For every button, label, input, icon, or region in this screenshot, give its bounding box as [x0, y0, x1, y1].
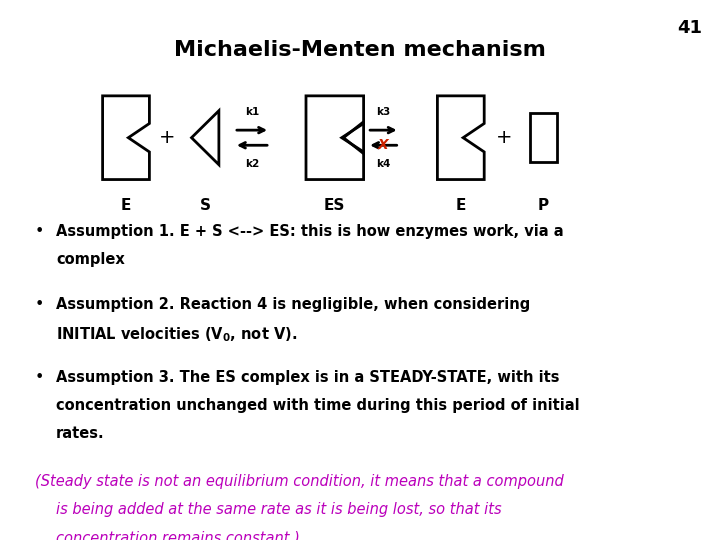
Text: Assumption 1. E + S <--> ES: this is how enzymes work, via a: Assumption 1. E + S <--> ES: this is how…: [56, 224, 564, 239]
Text: k3: k3: [377, 106, 390, 117]
Text: S: S: [199, 199, 211, 213]
Text: concentration remains constant.): concentration remains constant.): [56, 530, 300, 540]
Text: P: P: [538, 199, 549, 213]
Text: Assumption 2. Reaction 4 is negligible, when considering: Assumption 2. Reaction 4 is negligible, …: [56, 297, 531, 312]
Text: E: E: [121, 199, 131, 213]
Text: 41: 41: [677, 19, 702, 37]
Text: INITIAL velocities ($\mathbf{V_0}$, not V).: INITIAL velocities ($\mathbf{V_0}$, not …: [56, 325, 297, 344]
Text: Assumption 3. The ES complex is in a STEADY-STATE, with its: Assumption 3. The ES complex is in a STE…: [56, 370, 559, 385]
Text: concentration unchanged with time during this period of initial: concentration unchanged with time during…: [56, 398, 580, 413]
Text: E: E: [456, 199, 466, 213]
Text: •: •: [35, 224, 44, 239]
Text: •: •: [35, 297, 44, 312]
Text: Michaelis-Menten mechanism: Michaelis-Menten mechanism: [174, 40, 546, 60]
Text: +: +: [159, 128, 175, 147]
Text: is being added at the same rate as it is being lost, so that its: is being added at the same rate as it is…: [56, 502, 502, 517]
Bar: [530, 113, 557, 162]
Text: k2: k2: [245, 159, 259, 169]
Text: k4: k4: [377, 159, 390, 169]
Text: •: •: [35, 370, 44, 385]
Text: k1: k1: [245, 106, 259, 117]
Text: +: +: [496, 128, 512, 147]
Text: ES: ES: [324, 199, 346, 213]
Text: rates.: rates.: [56, 426, 105, 441]
Text: complex: complex: [56, 252, 125, 267]
Text: (Steady state is not an equilibrium condition, it means that a compound: (Steady state is not an equilibrium cond…: [35, 474, 563, 489]
Text: X: X: [378, 138, 389, 152]
